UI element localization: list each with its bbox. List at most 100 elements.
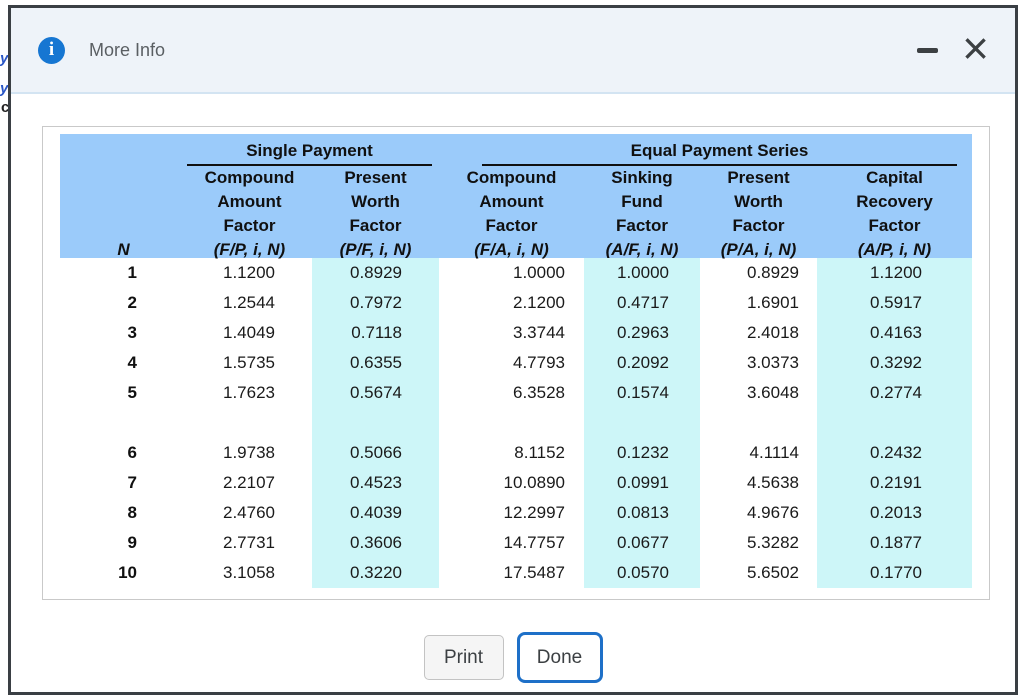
cell-present-worth-factor-single: 0.7118 — [312, 318, 439, 348]
cell-sinking-fund-factor: 0.1232 — [584, 438, 700, 468]
spacer-cell — [187, 408, 312, 438]
more-info-dialog: i More Info × Single Payment Equal Payme… — [8, 5, 1018, 695]
table-row: 7 2.2107 0.4523 10.0890 0.0991 4.5638 0.2191 — [60, 468, 972, 498]
column-header-label: Factor — [349, 216, 402, 235]
background-text-fragment: y — [0, 50, 8, 67]
cell-capital-recovery-factor: 0.5917 — [817, 288, 972, 318]
column-header-formula: (A/F, i, N) — [605, 240, 679, 259]
cell-present-worth-factor-single: 0.6355 — [312, 348, 439, 378]
window-controls: × — [917, 22, 989, 74]
cell-compound-amount-factor-single: 3.1058 — [223, 563, 275, 582]
minimize-icon[interactable] — [917, 47, 939, 53]
column-header-row: N Compound Amount Factor (F/P, i, N) Present W… — [60, 166, 972, 262]
cell-present-worth-factor-equal: 5.3282 — [747, 533, 799, 552]
factor-table-card: Single Payment Equal Payment Series N Com… — [42, 126, 990, 600]
cell-sinking-fund-factor: 0.2963 — [584, 318, 700, 348]
cell-sinking-fund-factor: 0.0570 — [584, 558, 700, 588]
cell-n: 6 — [127, 443, 137, 462]
cell-sinking-fund-factor: 0.0813 — [584, 498, 700, 528]
dialog-button-row: Print Done — [11, 632, 1015, 683]
cell-n: 5 — [127, 383, 137, 402]
cell-compound-amount-factor-single: 1.4049 — [223, 323, 275, 342]
cell-capital-recovery-factor: 0.3292 — [817, 348, 972, 378]
column-header-label: Worth — [734, 192, 783, 211]
cell-n: 9 — [127, 533, 137, 552]
cell-compound-amount-factor-single: 2.4760 — [223, 503, 275, 522]
group-header-equal-payment-series: Equal Payment Series — [482, 140, 957, 166]
column-header-label: Compound — [466, 168, 557, 187]
cell-compound-amount-factor-equal: 14.7757 — [503, 533, 565, 552]
cell-n: 2 — [127, 293, 137, 312]
cell-present-worth-factor-single: 0.4039 — [312, 498, 439, 528]
spacer-cell — [439, 408, 584, 438]
cell-compound-amount-factor-equal: 10.0890 — [503, 473, 565, 492]
print-button[interactable]: Print — [423, 635, 504, 680]
spacer-cell — [817, 408, 972, 438]
cell-n: 8 — [127, 503, 137, 522]
cell-present-worth-factor-equal: 4.9676 — [747, 503, 799, 522]
cell-present-worth-factor-single: 0.3220 — [312, 558, 439, 588]
table-header: Single Payment Equal Payment Series N Com… — [60, 134, 972, 259]
table-row: 4 1.5735 0.6355 4.7793 0.2092 3.0373 0.3292 — [60, 348, 972, 378]
table-row: 1 1.1200 0.8929 1.0000 1.0000 0.8929 1.1200 — [60, 258, 972, 288]
done-button[interactable]: Done — [516, 632, 603, 683]
cell-present-worth-factor-equal: 1.6901 — [747, 293, 799, 312]
cell-compound-amount-factor-equal: 8.1152 — [514, 443, 565, 462]
spacer-cell — [312, 408, 439, 438]
cell-compound-amount-factor-equal: 1.0000 — [513, 263, 565, 282]
close-icon[interactable]: × — [962, 22, 989, 74]
column-header-compound-amount-factor-single: Compound Amount Factor (F/P, i, N) — [187, 166, 312, 262]
column-header-label: Amount — [479, 192, 544, 211]
cell-present-worth-factor-single: 0.5674 — [312, 378, 439, 408]
cell-capital-recovery-factor: 0.1770 — [817, 558, 972, 588]
column-header-label: Capital — [866, 168, 923, 187]
cell-present-worth-factor-single: 0.4523 — [312, 468, 439, 498]
cell-compound-amount-factor-equal: 6.3528 — [513, 383, 565, 402]
cell-sinking-fund-factor: 1.0000 — [584, 258, 700, 288]
column-header-formula: N — [117, 240, 130, 259]
background-text-fragment: c — [1, 99, 8, 116]
cell-capital-recovery-factor: 0.2774 — [817, 378, 972, 408]
cell-present-worth-factor-single: 0.7972 — [312, 288, 439, 318]
column-header-formula: (F/A, i, N) — [474, 240, 549, 259]
cell-compound-amount-factor-single: 1.7623 — [223, 383, 275, 402]
cell-present-worth-factor-single: 0.5066 — [312, 438, 439, 468]
cell-n: 7 — [127, 473, 137, 492]
spacer-cell — [584, 408, 700, 438]
table-row: 8 2.4760 0.4039 12.2997 0.0813 4.9676 0.2013 — [60, 498, 972, 528]
cell-compound-amount-factor-single: 2.2107 — [223, 473, 275, 492]
spacer-cell — [700, 408, 817, 438]
table-row: 10 3.1058 0.3220 17.5487 0.0570 5.6502 0.1770 — [60, 558, 972, 588]
column-header-label: Recovery — [856, 192, 933, 211]
background-text-fragment: y — [0, 80, 8, 97]
column-header-n: N — [60, 166, 187, 262]
cell-present-worth-factor-equal: 5.6502 — [747, 563, 799, 582]
cell-capital-recovery-factor: 0.2191 — [817, 468, 972, 498]
dialog-body: Single Payment Equal Payment Series N Com… — [11, 126, 1015, 683]
cell-capital-recovery-factor: 0.2432 — [817, 438, 972, 468]
cell-sinking-fund-factor: 0.4717 — [584, 288, 700, 318]
column-header-label: Factor — [732, 216, 785, 235]
column-header-formula: (P/F, i, N) — [339, 240, 412, 259]
cell-present-worth-factor-equal: 3.6048 — [747, 383, 799, 402]
cell-n: 1 — [127, 263, 137, 282]
cell-present-worth-factor-equal: 0.8929 — [747, 263, 799, 282]
table-body: 1 1.1200 0.8929 1.0000 1.0000 0.8929 1.1200 2 1.… — [60, 258, 972, 588]
column-header-label: Amount — [217, 192, 282, 211]
column-header-formula: (P/A, i, N) — [720, 240, 797, 259]
cell-compound-amount-factor-single: 1.5735 — [223, 353, 275, 372]
cell-present-worth-factor-single: 0.8929 — [312, 258, 439, 288]
cell-compound-amount-factor-single: 1.9738 — [223, 443, 275, 462]
cell-present-worth-factor-single: 0.3606 — [312, 528, 439, 558]
column-header-formula: (A/P, i, N) — [857, 240, 932, 259]
cell-present-worth-factor-equal: 4.5638 — [747, 473, 799, 492]
dialog-header: i More Info × — [11, 8, 1015, 94]
column-header-present-worth-factor-single: Present Worth Factor (P/F, i, N) — [312, 166, 439, 262]
column-header-label: Factor — [616, 216, 668, 235]
cell-compound-amount-factor-single: 1.1200 — [223, 263, 275, 282]
cell-n: 10 — [118, 563, 137, 582]
column-header-label: Factor — [223, 216, 276, 235]
column-header-formula: (F/P, i, N) — [213, 240, 286, 259]
cell-sinking-fund-factor: 0.0991 — [584, 468, 700, 498]
column-header-label: Fund — [621, 192, 663, 211]
